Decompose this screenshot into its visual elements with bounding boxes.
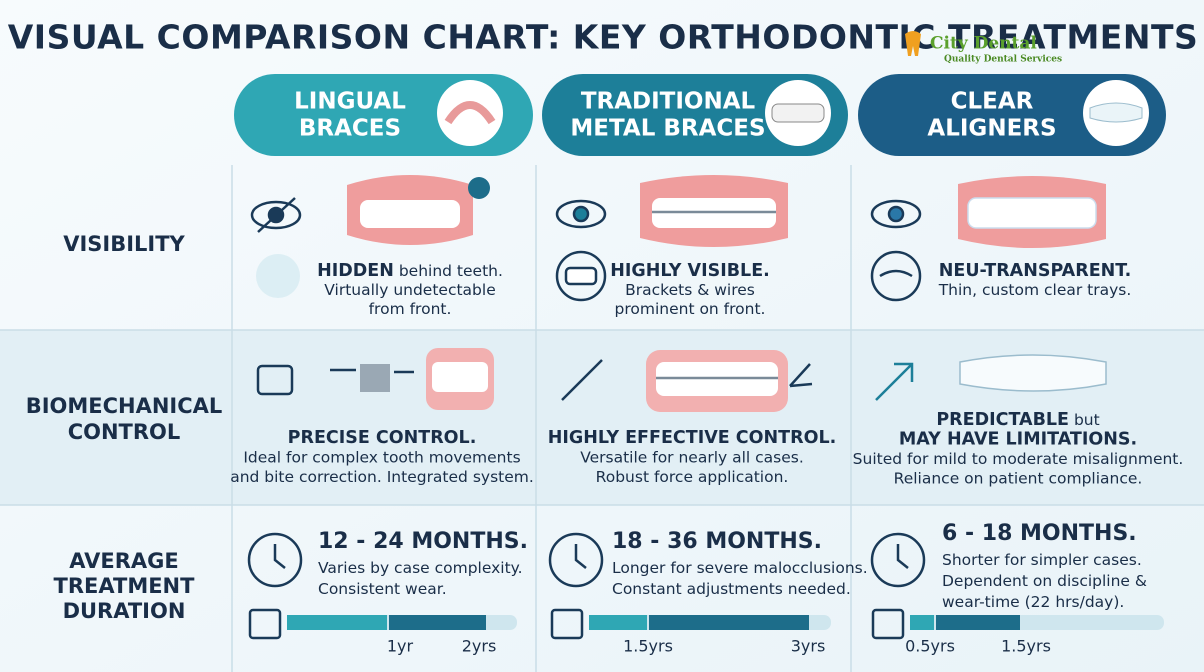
header-pills [234, 74, 1166, 156]
logo-tagline: Quality Dental Services [944, 55, 1062, 65]
illustrations [247, 175, 1107, 640]
cell-heading: HIGHLY EFFECTIVE CONTROL. [548, 428, 837, 448]
cell-line: 6 - 18 MONTHS. [942, 521, 1137, 546]
column-title: BRACES [299, 116, 401, 142]
cell-line: PRECISE CONTROL. [288, 428, 477, 448]
cell-heading: HIDDEN [317, 261, 394, 281]
cell-line: Virtually undetectable [324, 281, 495, 299]
cell-text: Ideal for complex tooth movements [243, 448, 520, 466]
cell-text: Shorter for simpler cases. [942, 551, 1142, 569]
cell-line: HIGHLY EFFECTIVE CONTROL. [548, 428, 837, 448]
column-title: CLEAR [951, 89, 1034, 115]
row-label: AVERAGE [69, 549, 178, 573]
cell-text: Reliance on patient compliance. [894, 469, 1143, 487]
cell-line: prominent on front. [615, 300, 766, 318]
cell-heading: 18 - 36 MONTHS. [612, 529, 822, 554]
cell-text: Constant adjustments needed. [612, 580, 851, 598]
row-label: CONTROL [68, 420, 181, 444]
timelines [287, 615, 1164, 630]
cell-text: prominent on front. [615, 300, 766, 318]
cell-text: behind teeth. [394, 262, 503, 280]
cell-text: Suited for mild to moderate misalignment… [853, 450, 1184, 468]
cell-line: and bite correction. Integrated system. [230, 468, 534, 486]
column-title: METAL BRACES [570, 116, 765, 142]
cell-line: Brackets & wires [625, 281, 755, 299]
cell-line: 12 - 24 MONTHS. [318, 529, 528, 554]
cell-text: Longer for severe malocclusions. [612, 559, 868, 577]
cell-text: from front. [369, 300, 452, 318]
cell-heading: NEU-TRANSPARENT. [939, 261, 1131, 281]
timeline-label: 1yr [387, 637, 414, 656]
cell-line: Versatile for nearly all cases. [580, 448, 804, 466]
cell-text: but [1069, 411, 1100, 429]
cell-line: NEU-TRANSPARENT. [939, 261, 1131, 281]
cell-text: and bite correction. Integrated system. [230, 468, 534, 486]
cell-line: Shorter for simpler cases. [942, 551, 1142, 569]
cell-line: Thin, custom clear trays. [938, 281, 1132, 299]
cell-heading: MAY HAVE LIMITATIONS. [899, 430, 1137, 450]
cell-text: Dependent on discipline & [942, 572, 1147, 590]
column-title: LINGUAL [294, 89, 406, 115]
cell-line: 18 - 36 MONTHS. [612, 529, 822, 554]
cell-heading: PREDICTABLE [936, 410, 1069, 430]
cell-line: Dependent on discipline & [942, 572, 1147, 590]
cell-text: Versatile for nearly all cases. [580, 448, 804, 466]
cell-line: Reliance on patient compliance. [894, 469, 1143, 487]
cell-text: wear-time (22 hrs/day). [942, 593, 1124, 611]
cell-line: Ideal for complex tooth movements [243, 448, 520, 466]
timeline-label: 2yrs [462, 637, 497, 656]
row-label: DURATION [63, 599, 186, 623]
cell-heading: 12 - 24 MONTHS. [318, 529, 528, 554]
timeline-label: 1.5yrs [623, 637, 673, 656]
dividers [0, 165, 1204, 672]
cell-heading: PRECISE CONTROL. [288, 428, 477, 448]
cell-line: Consistent wear. [318, 580, 447, 598]
row-label: VISIBILITY [63, 232, 185, 256]
cell-heading: 6 - 18 MONTHS. [942, 521, 1137, 546]
row-label: TREATMENT [54, 574, 196, 598]
column-title: TRADITIONAL [581, 89, 756, 115]
timeline-label: 0.5yrs [905, 637, 955, 656]
cell-line: wear-time (22 hrs/day). [942, 593, 1124, 611]
column-title: ALIGNERS [927, 116, 1056, 142]
cell-text: Robust force application. [596, 468, 789, 486]
cell-line: MAY HAVE LIMITATIONS. [899, 430, 1137, 450]
cell-line: from front. [369, 300, 452, 318]
cell-line: Varies by case complexity. [318, 559, 523, 577]
cell-text: Varies by case complexity. [318, 559, 523, 577]
cell-line: Suited for mild to moderate misalignment… [853, 450, 1184, 468]
title: VISUAL COMPARISON CHART: KEY ORTHODONTIC… [8, 18, 1199, 57]
cell-line: Longer for severe malocclusions. [612, 559, 868, 577]
logo-name: City Dental [930, 34, 1037, 54]
cell-line: HIDDEN behind teeth. [317, 261, 503, 281]
cell-line: HIGHLY VISIBLE. [610, 261, 770, 281]
row-label: BIOMECHANICAL [26, 394, 223, 418]
timeline-label: 1.5yrs [1001, 637, 1051, 656]
logo: City Dental Quality Dental Services [905, 31, 1062, 65]
timeline-label: 3yrs [791, 637, 826, 656]
cell-text: Thin, custom clear trays. [938, 281, 1132, 299]
cell-heading: HIGHLY VISIBLE. [610, 261, 770, 281]
cell-line: PREDICTABLE but [936, 410, 1099, 430]
cell-text: Brackets & wires [625, 281, 755, 299]
cell-text: Virtually undetectable [324, 281, 495, 299]
cell-line: Robust force application. [596, 468, 789, 486]
cell-line: Constant adjustments needed. [612, 580, 851, 598]
cell-text: Consistent wear. [318, 580, 447, 598]
